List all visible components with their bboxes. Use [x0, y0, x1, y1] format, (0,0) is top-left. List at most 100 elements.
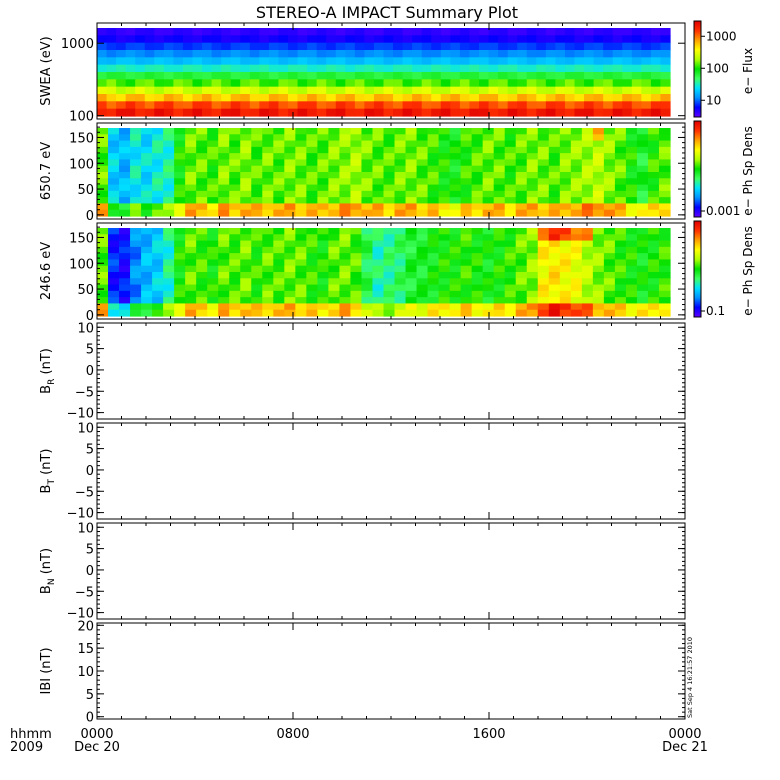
heatmap-cell — [317, 165, 329, 173]
heatmap-cell — [603, 159, 616, 167]
heatmap-cell — [106, 101, 117, 110]
heatmap-cell — [383, 146, 396, 154]
heatmap-cell — [288, 50, 299, 58]
heatmap-cell — [536, 50, 547, 58]
heatmap-cell — [570, 128, 583, 135]
heatmap-cell — [119, 290, 131, 298]
x-tick-date-label: Dec 21 — [662, 740, 708, 755]
heatmap-cell — [130, 278, 142, 286]
heatmap-cell — [141, 309, 153, 317]
heatmap-cell — [631, 86, 642, 95]
heatmap-cell — [603, 297, 616, 305]
heatmap-cell — [273, 128, 285, 135]
heatmap-cell — [440, 101, 451, 110]
heatmap-cell — [372, 259, 385, 267]
heatmap-cell — [421, 50, 432, 58]
heatmap-cell — [317, 303, 329, 311]
heatmap-cell — [504, 197, 517, 205]
heatmap-cell — [262, 228, 274, 235]
heatmap-cell — [119, 153, 131, 161]
heatmap-cell — [421, 79, 432, 88]
heatmap-cell — [284, 240, 296, 248]
heatmap-cell — [339, 159, 352, 167]
heatmap-cell — [144, 79, 155, 88]
heatmap-cell — [152, 165, 164, 173]
heatmap-cell — [405, 184, 418, 192]
heatmap-cell — [394, 290, 407, 298]
heatmap-cell — [295, 297, 307, 305]
heatmap-cell — [537, 259, 550, 267]
heatmap-cell — [163, 228, 175, 235]
heatmap-cell — [144, 86, 155, 95]
heatmap-cell — [526, 42, 537, 51]
heatmap-cell — [295, 165, 307, 173]
heatmap-cell — [614, 228, 627, 235]
heatmap-cell — [372, 228, 385, 235]
heatmap-cell — [361, 246, 374, 254]
heatmap-cell — [218, 284, 230, 292]
heatmap-cell — [211, 72, 222, 80]
heatmap-cell — [394, 140, 407, 148]
heatmap-cell — [284, 284, 296, 292]
heatmap-cell — [354, 79, 365, 88]
heatmap-cell — [152, 146, 164, 154]
heatmap-cell — [185, 165, 197, 173]
heatmap-cell — [393, 57, 404, 66]
heatmap-cell — [592, 128, 605, 135]
heatmap-cell — [574, 79, 585, 88]
heatmap-cell — [431, 64, 442, 73]
heatmap-cell — [427, 228, 440, 235]
heatmap-cell — [625, 153, 638, 161]
heatmap-cell — [326, 72, 337, 80]
heatmap-cell — [660, 35, 671, 44]
heatmap-cell — [460, 234, 473, 242]
heatmap-cell — [405, 140, 418, 148]
heatmap-cell — [163, 246, 175, 254]
heatmap-cell — [471, 178, 484, 186]
heatmap-cell — [515, 284, 528, 292]
heatmap-cell — [592, 184, 605, 192]
heatmap-cell — [416, 297, 429, 305]
heatmap-cell — [251, 272, 263, 279]
heatmap-cell — [354, 101, 365, 110]
heatmap-cell — [405, 240, 418, 248]
heatmap-cell — [460, 240, 473, 248]
heatmap-cell — [482, 184, 495, 192]
heatmap-cell — [647, 159, 660, 167]
heatmap-cell — [570, 159, 583, 167]
heatmap-cell — [273, 297, 285, 305]
heatmap-cell — [373, 72, 385, 80]
heatmap-cell — [259, 42, 270, 51]
heatmap-cell — [295, 159, 307, 167]
heatmap-cell — [570, 297, 583, 305]
heatmap-cell — [185, 272, 197, 279]
heatmap-cell — [658, 246, 671, 254]
heatmap-cell — [537, 146, 550, 154]
heatmap-cell — [584, 72, 595, 80]
heatmap-cell — [361, 134, 374, 142]
heatmap-cell — [488, 50, 499, 58]
heatmap-cell — [493, 165, 506, 173]
heatmap-cell — [364, 64, 375, 73]
y-tick-label: −5 — [75, 385, 94, 400]
heatmap-cell — [622, 94, 633, 102]
heatmap-cell — [592, 153, 605, 161]
heatmap-cell — [196, 190, 208, 198]
heatmap-cell — [317, 146, 329, 154]
heatmap-cell — [515, 197, 528, 205]
heatmap-cell — [119, 253, 131, 261]
heatmap-cell — [339, 197, 352, 205]
heatmap-cell — [482, 272, 495, 279]
heatmap-cell — [459, 28, 471, 36]
heatmap-cell — [394, 278, 407, 286]
heatmap-cell — [559, 309, 572, 317]
heatmap-cell — [130, 290, 142, 298]
heatmap-cell — [141, 159, 153, 167]
heatmap-cell — [284, 259, 296, 267]
heatmap-cell — [251, 240, 263, 248]
heatmap-cell — [284, 128, 296, 135]
heatmap-cell — [537, 165, 550, 173]
heatmap-cell — [106, 64, 117, 73]
heatmap-cell — [196, 297, 208, 305]
heatmap-cell — [517, 108, 528, 117]
